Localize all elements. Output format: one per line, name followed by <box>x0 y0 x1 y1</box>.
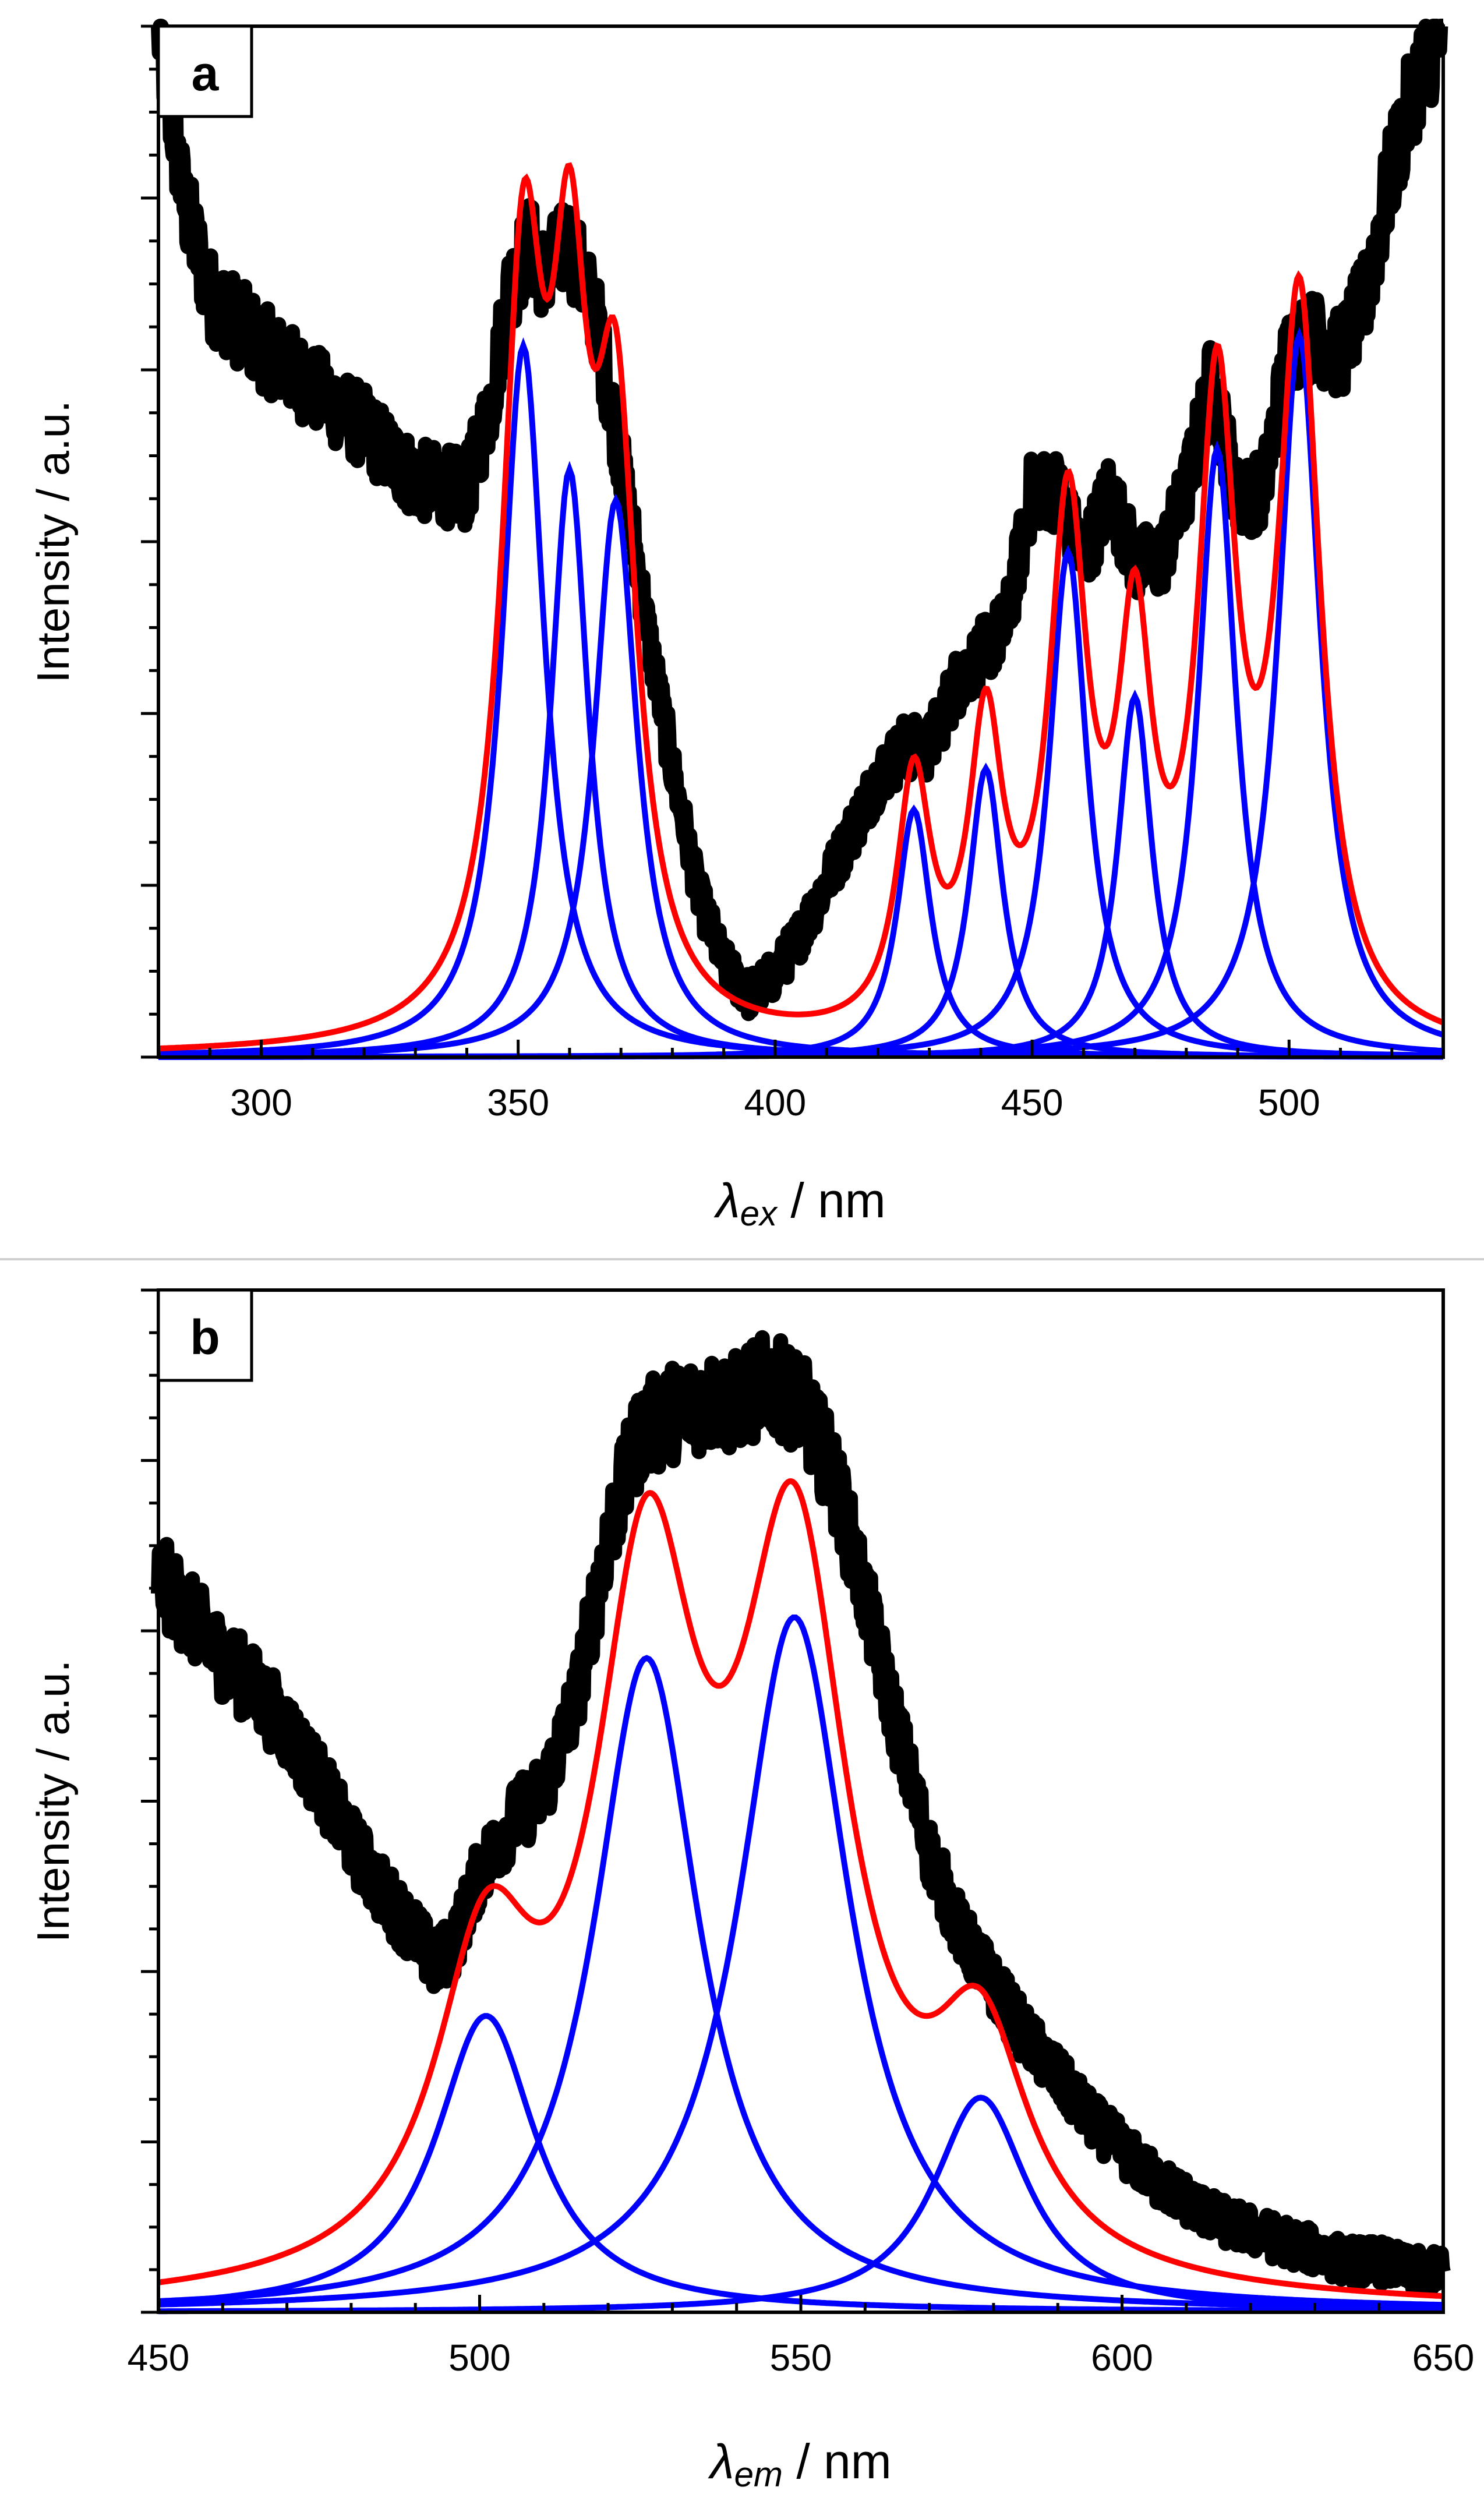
x-tick-label: 350 <box>487 1082 549 1124</box>
panel-b-label-box: b <box>157 1288 253 1382</box>
panel-a-label-box: a <box>157 24 253 118</box>
x-tick-label: 550 <box>770 2337 832 2379</box>
x-tick-label: 450 <box>128 2337 190 2379</box>
panel-b-y-axis-label: Intensity / a.u. <box>27 1660 79 1943</box>
panel-a-ticks: 300 350 400 450 500 <box>141 24 1445 1124</box>
panel-a-x-axis-label: λex / nm <box>713 1173 885 1233</box>
panel-b-x-axis-unit: / nm <box>783 2434 892 2489</box>
panel-a-lines <box>151 19 1450 1060</box>
panel-b-x-axis-label: λem / nm <box>708 2434 891 2494</box>
panel-a-frame <box>157 24 1445 1059</box>
x-tick-label: 450 <box>1001 1082 1063 1124</box>
panel-a: 300 350 400 450 500 a Intensity / a.u. λex /… <box>27 19 1450 1233</box>
fit-component-peak-3 <box>158 1615 1444 2308</box>
measured-spectrum-line <box>151 1330 1451 2298</box>
x-tick-label: 400 <box>744 1082 806 1124</box>
panel-b-x-axis-subscript: em <box>734 2455 783 2494</box>
panel-b-label: b <box>190 1310 220 1365</box>
x-tick-label: 600 <box>1091 2337 1153 2379</box>
panel-a-y-axis-label: Intensity / a.u. <box>27 400 79 683</box>
panel-a-label: a <box>192 46 220 101</box>
x-tick-label: 500 <box>1258 1082 1320 1124</box>
panel-a-x-axis-symbol: λ <box>713 1173 740 1228</box>
fit-sum-line <box>158 162 1444 1052</box>
panel-b-frame <box>157 1288 1445 2314</box>
fit-component-peak-8 <box>158 440 1444 1060</box>
fit-component-peak-2 <box>158 461 1443 1060</box>
panel-b-lines <box>151 1330 1451 2315</box>
panel-divider <box>0 1258 1484 1260</box>
fit-component-peak-3 <box>158 493 1443 1060</box>
panel-a-x-axis-subscript: ex <box>740 1194 778 1233</box>
panel-a-x-axis-unit: / nm <box>777 1173 886 1228</box>
x-tick-label: 650 <box>1412 2337 1475 2379</box>
fit-sum-line <box>158 1478 1444 2299</box>
panel-b-x-axis-symbol: λ <box>708 2434 734 2489</box>
x-tick-label: 500 <box>448 2337 511 2379</box>
fit-component-peak-2 <box>158 1655 1443 2311</box>
fit-component-peak-4 <box>158 2094 1443 2315</box>
fit-component-peak-1 <box>158 2013 1443 2314</box>
fit-component-peak-6 <box>158 544 1443 1060</box>
x-tick-label: 300 <box>230 1082 292 1124</box>
panel-b: 450 500 550 600 650 b Intensity / a.u. λem /… <box>27 1288 1475 2494</box>
